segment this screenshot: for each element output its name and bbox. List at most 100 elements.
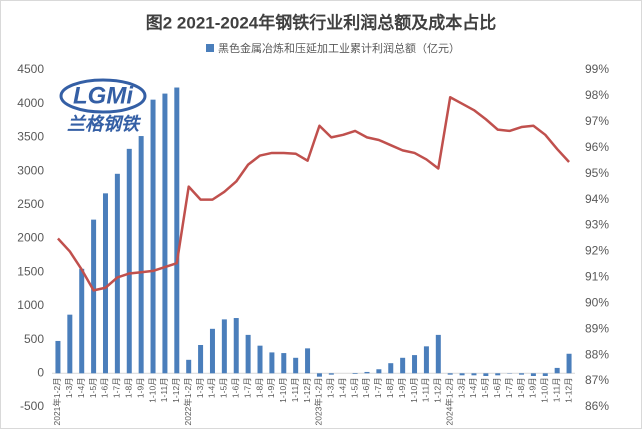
bar	[423, 346, 429, 374]
bar	[483, 373, 489, 376]
x-tick-label: 1-9月	[528, 377, 538, 398]
x-tick-label: 1-11月	[421, 377, 431, 402]
y2-tick-label: 96%	[585, 140, 609, 154]
bar	[55, 340, 61, 374]
y-tick-label: 3500	[17, 130, 44, 144]
x-tick-label: 1-11月	[159, 377, 169, 402]
x-tick-label: 1-5月	[349, 377, 359, 398]
y2-tick-label: 91%	[585, 270, 609, 284]
x-tick-label: 1-8月	[124, 377, 134, 398]
y2-tick-label: 93%	[585, 218, 609, 232]
y2-tick-label: 94%	[585, 192, 609, 206]
x-tick-label: 1-3月	[326, 377, 336, 398]
y2-tick-label: 95%	[585, 166, 609, 180]
x-tick-label: 1-4月	[207, 377, 217, 398]
y2-tick-label: 87%	[585, 373, 609, 387]
y2-tick-label: 98%	[585, 88, 609, 102]
bar	[352, 373, 358, 374]
logo-ring	[59, 78, 147, 114]
bar	[102, 193, 108, 374]
bar	[328, 373, 334, 375]
x-tick-label: 1-12月	[563, 377, 573, 403]
y-tick-label: 3000	[17, 163, 44, 177]
logo-brand: 兰格钢铁	[67, 114, 142, 134]
x-tick-label: 1-3月	[64, 377, 74, 398]
y-tick-label: 1500	[17, 264, 44, 278]
y-tick-label: 2000	[17, 231, 44, 245]
x-tick-label: 2021年1-2月	[52, 377, 62, 425]
x-tick-label: 1-8月	[254, 377, 264, 398]
x-tick-label: 1-8月	[516, 377, 526, 398]
y-tick-label: 1000	[17, 298, 44, 312]
y-tick-label: -500	[20, 399, 44, 413]
x-tick-label: 1-8月	[385, 377, 395, 398]
bar	[412, 355, 418, 374]
x-tick-label: 1-6月	[361, 377, 371, 398]
x-tick-label: 1-9月	[266, 377, 276, 398]
x-tick-label: 1-10月	[540, 377, 550, 403]
bar	[174, 87, 180, 374]
x-tick-label: 1-12月	[302, 377, 312, 403]
x-tick-label: 1-12月	[171, 377, 181, 403]
bar	[79, 268, 85, 374]
bar	[364, 371, 370, 374]
bar	[162, 93, 168, 374]
y2-tick-label: 89%	[585, 321, 609, 335]
bar	[554, 367, 560, 374]
bar	[209, 328, 215, 374]
bar	[245, 334, 251, 374]
watermark: LGMi 兰格钢铁	[59, 78, 147, 134]
x-tick-label: 1-10月	[147, 377, 157, 403]
x-tick-label: 1-11月	[290, 377, 300, 402]
y2-tick-label: 90%	[585, 295, 609, 309]
bar	[126, 148, 132, 374]
bar	[221, 319, 227, 374]
x-tick-label: 1-5月	[88, 377, 98, 398]
x-tick-label: 1-7月	[373, 377, 383, 398]
bar	[186, 359, 192, 374]
bar	[305, 348, 311, 374]
x-tick-label: 2023年1-2月	[314, 377, 324, 425]
x-tick-label: 2022年1-2月	[183, 377, 193, 425]
bar	[293, 357, 299, 374]
x-tick-label: 1-6月	[230, 377, 240, 398]
x-tick-label: 1-6月	[492, 377, 502, 398]
x-tick-label: 1-7月	[112, 377, 122, 398]
x-tick-label: 1-4月	[337, 377, 347, 398]
bar	[376, 369, 382, 374]
legend: 黑色金属冶炼和压延加工业累计利润总额（亿元）	[206, 41, 460, 55]
x-tick-label: 1-7月	[242, 377, 252, 398]
bar	[471, 373, 477, 376]
bar	[495, 373, 501, 376]
x-tick-label: 1-3月	[195, 377, 205, 398]
y2-tick-label: 97%	[585, 114, 609, 128]
bar	[281, 353, 287, 374]
x-tick-label: 1-9月	[135, 377, 145, 398]
x-tick-label: 1-6月	[100, 377, 110, 398]
y2-tick-label: 92%	[585, 244, 609, 258]
x-tick-label: 1-11月	[551, 377, 561, 402]
bar	[530, 373, 536, 376]
bar	[91, 219, 97, 374]
legend-label: 黑色金属冶炼和压延加工业累计利润总额（亿元）	[218, 41, 460, 55]
y2-tick-label: 86%	[585, 399, 609, 413]
bar	[400, 357, 406, 374]
bar	[233, 318, 239, 374]
bar	[257, 345, 263, 374]
bar	[519, 373, 525, 375]
bar	[447, 373, 453, 375]
x-tick-label: 1-12月	[433, 377, 443, 403]
x-tick-label: 1-10月	[409, 377, 419, 403]
bar	[316, 373, 322, 377]
x-tick-label: 1-3月	[456, 377, 466, 398]
bar	[269, 352, 275, 374]
x-tick-label: 1-5月	[480, 377, 490, 398]
x-tick-label: 1-4月	[468, 377, 478, 398]
x-tick-label: 1-4月	[76, 377, 86, 398]
bar	[198, 344, 204, 374]
y-tick-label: 500	[24, 332, 44, 346]
logo-text: LGMi	[73, 82, 134, 109]
bar	[542, 373, 548, 376]
